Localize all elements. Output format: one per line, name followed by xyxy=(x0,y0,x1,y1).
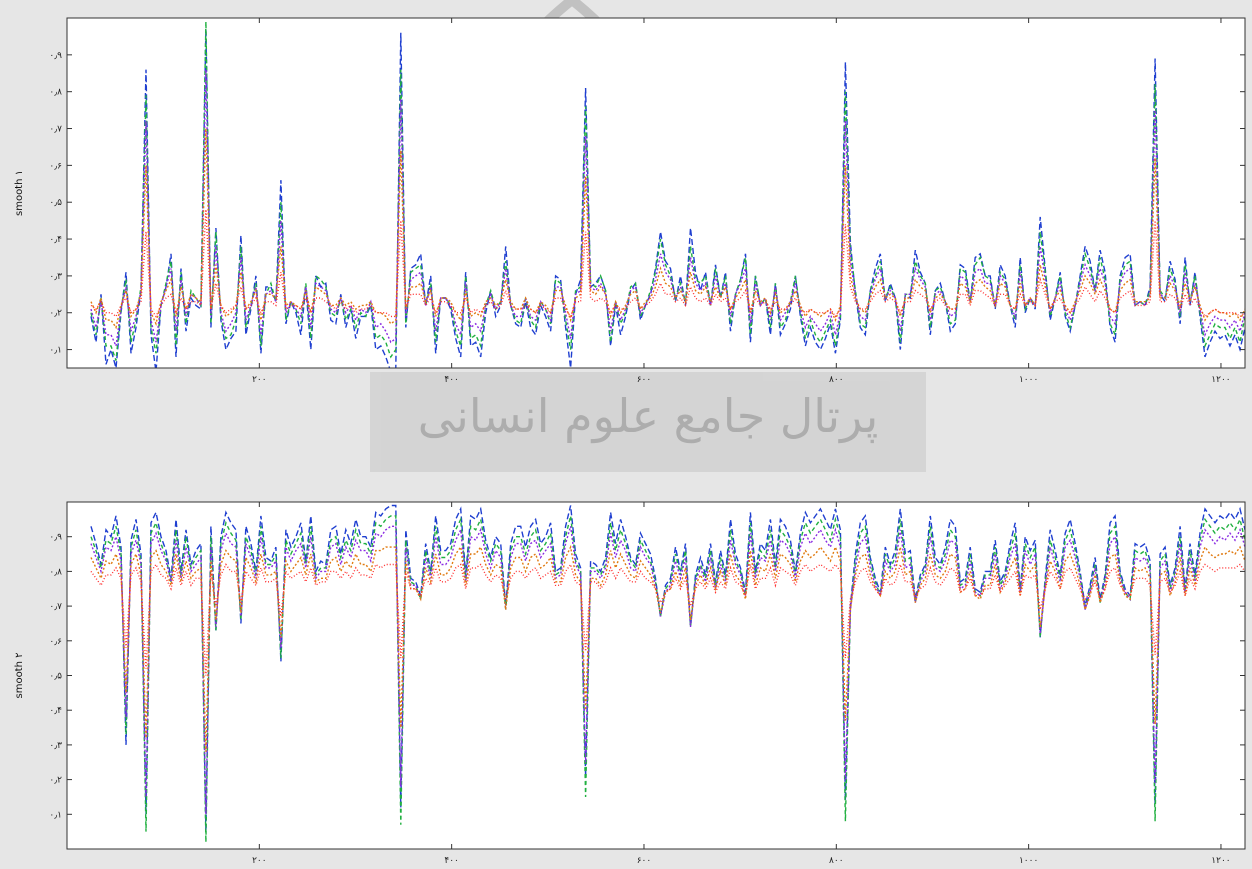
series-line-2 xyxy=(90,515,1245,843)
y-axis-label: smooth ۱ xyxy=(14,170,25,216)
x-tick-label: ۶۰۰ xyxy=(637,856,652,866)
watermark-text: پرتال جامع علوم انسانی xyxy=(418,389,879,444)
x-tick-label: ۱۲۰۰ xyxy=(1211,856,1230,866)
series-line-4 xyxy=(90,128,1245,330)
chart-panel-top: ۲۰۰ ۴۰۰ ۶۰۰ ۸۰۰ ۱۰۰۰ ۱۲۰۰ ۰٫۱ ۰٫۲ ۰٫۳ ۰٫۴ ۰٫۵ ۰٫۶ ۰٫… xyxy=(14,17,1246,385)
y-tick-label: ۰٫۸ xyxy=(49,88,62,98)
y-tick-label: ۰٫۹ xyxy=(49,533,62,543)
series-group xyxy=(90,21,1245,368)
plot-area xyxy=(67,502,1245,849)
plot-area xyxy=(67,18,1245,368)
x-tick-label: ۱۰۰۰ xyxy=(1019,856,1038,866)
y-axis-label: smooth ۲ xyxy=(14,653,25,699)
x-tick-label: ۲۰۰ xyxy=(252,856,267,866)
watermark-band xyxy=(370,372,926,472)
x-tick-label: ۴۰۰ xyxy=(444,856,459,866)
x-tick-label: ۶۰۰ xyxy=(637,375,652,385)
y-tick-label: ۰٫۴ xyxy=(49,235,62,245)
y-tick-label: ۰٫۹ xyxy=(49,51,62,61)
y-tick-label: ۰٫۱ xyxy=(49,810,62,820)
axes-frame xyxy=(66,17,1246,369)
y-tick-label: ۰٫۳ xyxy=(49,741,62,751)
y-tick-label: ۰٫۱ xyxy=(49,346,62,356)
series-line-5 xyxy=(90,561,1245,676)
series-line-3 xyxy=(90,69,1245,349)
y-tick-label: ۰٫۶ xyxy=(49,161,62,171)
x-tick-label: ۴۰۰ xyxy=(444,375,459,385)
y-tick-label: ۰٫۷ xyxy=(49,125,62,135)
chart-panel-bottom: ۲۰۰ ۴۰۰ ۶۰۰ ۸۰۰ ۱۰۰۰ ۱۲۰۰ ۰٫۱ ۰٫۲ ۰٫۳ ۰٫۴ ۰٫۵ ۰٫۶ ۰٫… xyxy=(14,501,1246,866)
y-tick-label: ۰٫۷ xyxy=(49,602,62,612)
y-tick-label: ۰٫۵ xyxy=(49,198,62,208)
x-tick-label: ۸۰۰ xyxy=(829,856,844,866)
y-tick-label: ۰٫۲ xyxy=(49,776,62,786)
series-group xyxy=(90,504,1245,843)
y-tick-label: ۰٫۸ xyxy=(49,567,62,577)
x-tick-label: ۱۲۰۰ xyxy=(1211,375,1230,385)
y-tick-label: ۰٫۲ xyxy=(49,309,62,319)
y-tick-label: ۰٫۳ xyxy=(49,272,62,282)
x-tick-label: ۸۰۰ xyxy=(829,375,844,385)
y-tick-label: ۰٫۶ xyxy=(49,637,62,647)
y-tick-label: ۰٫۴ xyxy=(49,706,62,716)
series-line-4 xyxy=(90,544,1245,752)
x-tick-label: ۱۰۰۰ xyxy=(1019,375,1038,385)
y-tick-label: ۰٫۵ xyxy=(49,672,62,682)
x-tick-label: ۲۰۰ xyxy=(252,375,267,385)
